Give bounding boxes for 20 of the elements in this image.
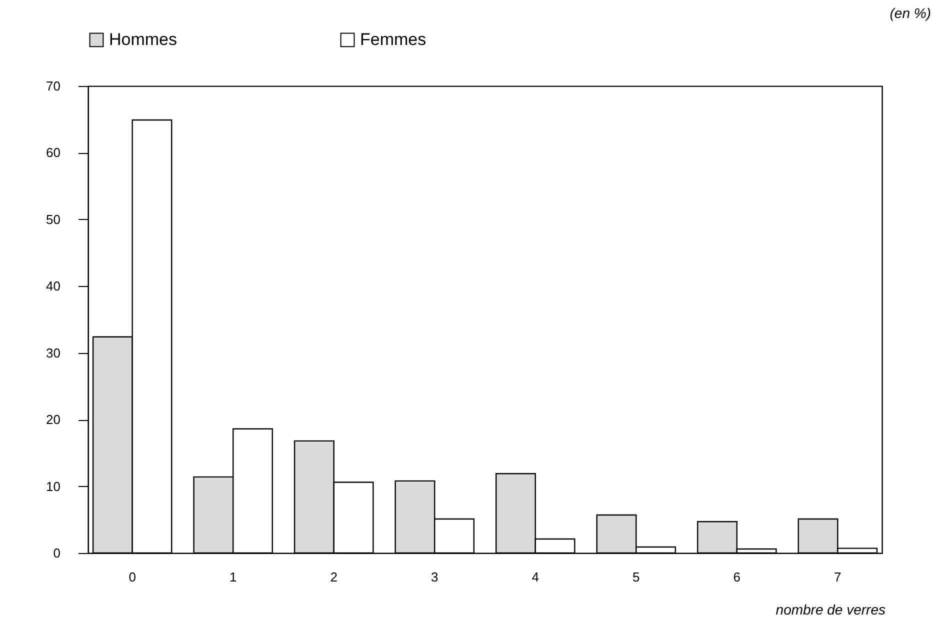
y-tick-label: 40 <box>46 278 60 294</box>
x-tick-label: 6 <box>733 570 741 584</box>
y-tick-label: 10 <box>46 478 60 494</box>
x-tick-label: 1 <box>229 570 237 584</box>
y-tick-label: 0 <box>53 546 60 560</box>
x-tick-label: 4 <box>532 570 539 584</box>
legend-label: Femmes <box>360 30 426 49</box>
x-tick-label: 2 <box>330 570 338 584</box>
text: (en %) <box>890 5 931 21</box>
y-tick-label: 70 <box>46 78 60 94</box>
x-tick-label: 3 <box>431 570 438 584</box>
y-tick-label: 50 <box>46 212 60 227</box>
x-tick-label: 0 <box>128 570 136 584</box>
x-axis-title: nombre de verres <box>776 602 886 618</box>
legend-label: Hommes <box>109 30 178 49</box>
y-tick-label: 20 <box>46 412 60 428</box>
x-tick-label: 7 <box>834 570 842 584</box>
y-tick-label: 60 <box>46 145 60 160</box>
x-tick-label: 5 <box>632 570 640 584</box>
y-tick-label: 30 <box>46 345 60 360</box>
